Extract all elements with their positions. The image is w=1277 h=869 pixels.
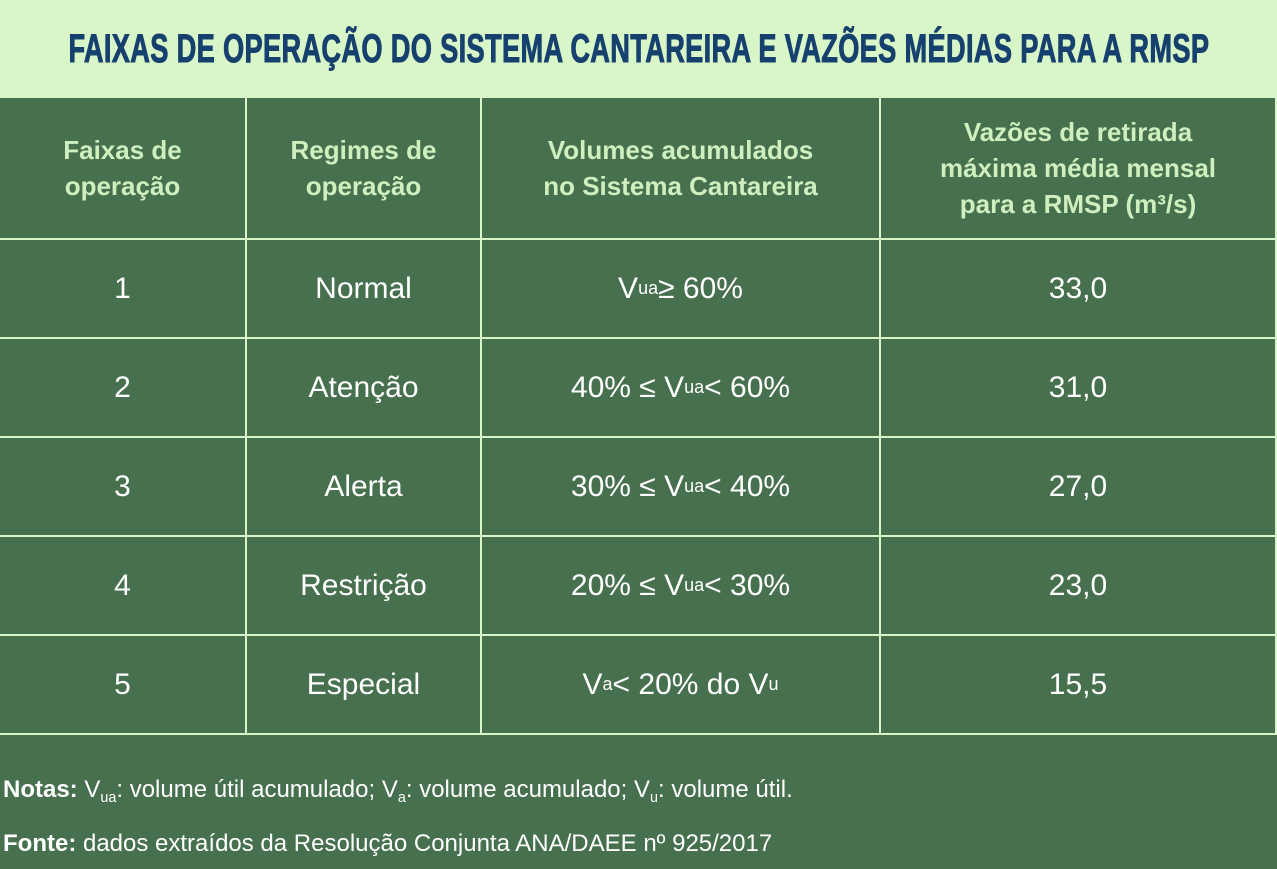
col-header-vazoes-de-retirada: Vazões de retirada máxima média mensal p… [881, 98, 1275, 238]
title-band: FAIXAS DE OPERAÇÃO DO SISTEMA CANTAREIRA… [0, 0, 1277, 98]
cell-faixa-row2: 2 [0, 339, 245, 436]
cell-faixa-row5: 5 [0, 636, 245, 733]
cell-regime-row2: Atenção [247, 339, 480, 436]
notes-line: Notas: Vua: volume útil acumulado; Va: v… [3, 776, 793, 806]
cell-regime-row5: Especial [247, 636, 480, 733]
cell-vazao-row1: 33,0 [881, 240, 1275, 337]
cell-faixa-row1: 1 [0, 240, 245, 337]
cell-vazao-row5: 15,5 [881, 636, 1275, 733]
col-header-volumes-acumulados: Volumes acumulados no Sistema Cantareira [482, 98, 879, 238]
cell-vazao-row2: 31,0 [881, 339, 1275, 436]
cell-regime-row4: Restrição [247, 537, 480, 634]
cell-vazao-row3: 27,0 [881, 438, 1275, 535]
source-line: Fonte: dados extraídos da Resolução Conj… [3, 829, 773, 857]
page-title: FAIXAS DE OPERAÇÃO DO SISTEMA CANTAREIRA… [68, 26, 1209, 71]
cell-faixa-row3: 3 [0, 438, 245, 535]
footnotes: Notas: Vua: volume útil acumulado; Va: v… [0, 735, 1277, 866]
cantareira-operation-table: Faixas de operação Regimes de operação V… [0, 98, 1277, 735]
cell-vazao-row4: 23,0 [881, 537, 1275, 634]
cell-regime-row1: Normal [247, 240, 480, 337]
col-header-regimes-de-operacao: Regimes de operação [247, 98, 480, 238]
cell-regime-row3: Alerta [247, 438, 480, 535]
cell-faixa-row4: 4 [0, 537, 245, 634]
col-header-faixas-de-operacao: Faixas de operação [0, 98, 245, 238]
